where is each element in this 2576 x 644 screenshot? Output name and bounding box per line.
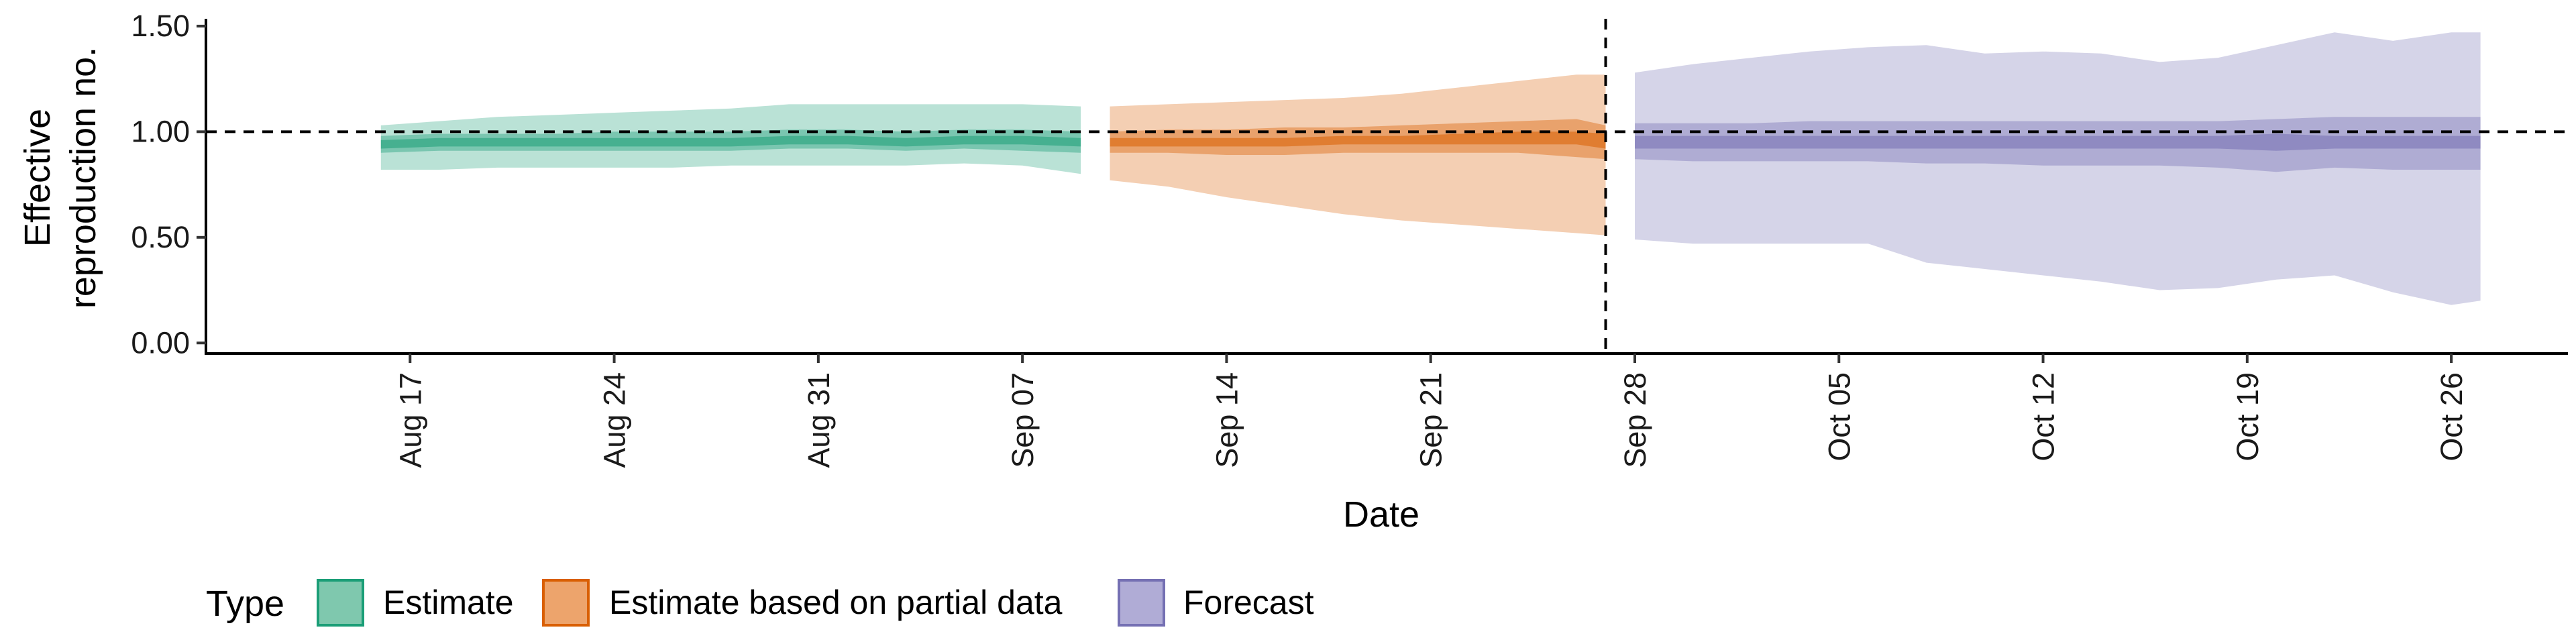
legend-title: Type [206,584,284,624]
legend: Type Estimate Estimate based on partial … [206,579,1314,627]
x-axis-title: Date [1343,494,1419,535]
ribbon-forecast-ci20 [1635,133,2481,151]
x-tick-label: Sep 07 [1006,372,1040,468]
x-tick-label: Oct 19 [2231,372,2265,462]
legend-swatch-forecast [1118,579,1165,627]
legend-swatch-partial [542,579,590,627]
x-tick-label: Aug 24 [598,372,632,468]
ribbon-forecast-ci90 [1635,32,2481,305]
y-axis-title-line-1: Effective [17,109,58,247]
y-tick-label: 1.50 [131,9,190,43]
x-tick-label: Oct 05 [1822,372,1856,462]
ribbon-estimate-ci20 [380,136,1081,149]
y-tick-label: 0.00 [131,325,190,360]
legend-label-forecast: Forecast [1183,584,1314,621]
x-tick-label: Oct 26 [2434,372,2469,462]
x-tick-label: Sep 28 [1618,372,1652,468]
y-axis-title-line-2: reproduction no. [63,47,103,309]
y-tick-label: 1.00 [131,114,190,148]
legend-label-partial: Estimate based on partial data [609,584,1063,621]
legend-swatch-estimate [317,579,364,627]
x-tick-label: Aug 17 [393,372,427,468]
x-tick-label: Sep 21 [1414,372,1448,468]
x-tick-label: Aug 31 [802,372,836,468]
legend-label-estimate: Estimate [383,584,514,621]
x-tick-label: Sep 14 [1210,372,1244,468]
y-tick-label: 0.50 [131,220,190,254]
ribbons-layer [380,32,2481,305]
x-tick-label: Oct 12 [2027,372,2061,462]
axes: 0.00 0.50 1.00 1.50 Aug 17 Aug 24 Aug 31 Sep 07… [131,9,2568,468]
ribbon-estimate-based-on-partial-data-ci90 [1110,74,1606,235]
ribbon-estimate-based-on-partial-data-ci20 [1110,131,1606,149]
